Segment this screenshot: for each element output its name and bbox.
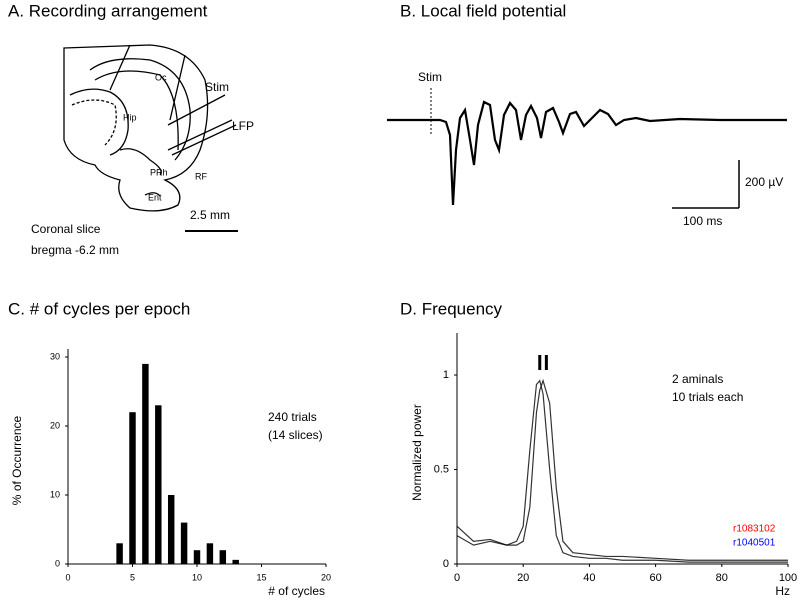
x-axis-label: Hz bbox=[775, 584, 790, 598]
y-tick-label: 30 bbox=[50, 351, 60, 361]
x-tick-label: 60 bbox=[649, 572, 661, 584]
legend-label: r1083102 bbox=[733, 524, 776, 535]
scale-label: 100 ms bbox=[683, 214, 722, 228]
bar bbox=[129, 412, 136, 564]
region-label: RF bbox=[195, 171, 207, 181]
lfp-trace bbox=[387, 100, 787, 206]
x-tick-label: 15 bbox=[256, 572, 266, 582]
x-tick-label: 100 bbox=[779, 572, 797, 584]
x-tick-label: 10 bbox=[192, 572, 202, 582]
panel-title: A. Recording arrangement bbox=[8, 1, 208, 20]
y-tick-label: 1 bbox=[443, 369, 449, 381]
caption: bregma -6.2 mm bbox=[31, 243, 119, 257]
chart-title: D. Frequency bbox=[400, 299, 503, 318]
bar bbox=[206, 543, 214, 564]
region-label: Oc bbox=[155, 72, 167, 82]
scale-label: 200 µV bbox=[745, 175, 783, 189]
annotation: (14 slices) bbox=[268, 428, 323, 442]
y-tick-label: 0.5 bbox=[434, 463, 449, 475]
y-tick-label: 10 bbox=[50, 489, 60, 499]
x-tick-label: 20 bbox=[321, 572, 331, 582]
x-tick-label: 0 bbox=[65, 572, 70, 582]
y-axis-label: Normalized power bbox=[410, 404, 424, 501]
y-tick-label: 20 bbox=[50, 420, 60, 430]
annotation: 240 trials bbox=[268, 410, 317, 424]
bar bbox=[180, 522, 188, 564]
annotation: 10 trials each bbox=[672, 390, 743, 404]
stim-label: Stim bbox=[418, 70, 442, 84]
y-axis-label: % of Occurrence bbox=[10, 415, 24, 505]
bar bbox=[167, 495, 175, 564]
bar bbox=[116, 543, 123, 564]
bar bbox=[232, 559, 239, 564]
region-label: Ent bbox=[148, 192, 162, 202]
bar bbox=[155, 405, 162, 564]
x-tick-label: 40 bbox=[583, 572, 595, 584]
x-axis-label: # of cycles bbox=[268, 584, 325, 598]
brain-slice bbox=[63, 44, 237, 212]
electrode-label: LFP bbox=[232, 119, 254, 133]
x-tick-label: 0 bbox=[454, 572, 460, 584]
panel-title: B. Local field potential bbox=[400, 1, 566, 20]
y-tick-label: 0 bbox=[55, 558, 60, 568]
legend-label: r1040501 bbox=[733, 538, 776, 549]
caption: Coronal slice bbox=[31, 222, 101, 236]
region-label: Hip bbox=[123, 112, 137, 122]
bar bbox=[193, 550, 201, 564]
x-tick-label: 20 bbox=[517, 572, 529, 584]
annotation: 2 aminals bbox=[672, 372, 723, 386]
line bbox=[456, 379, 788, 563]
line bbox=[456, 378, 788, 561]
y-tick-label: 0 bbox=[443, 558, 449, 570]
region-label: PRh bbox=[150, 167, 168, 177]
electrode-label: Stim bbox=[205, 80, 229, 94]
chart-title: C. # of cycles per epoch bbox=[8, 299, 190, 318]
bar bbox=[219, 550, 227, 564]
scale-label: 2.5 mm bbox=[190, 208, 230, 222]
x-tick-label: 5 bbox=[130, 572, 135, 582]
x-tick-label: 80 bbox=[716, 572, 728, 584]
bar bbox=[142, 363, 149, 564]
